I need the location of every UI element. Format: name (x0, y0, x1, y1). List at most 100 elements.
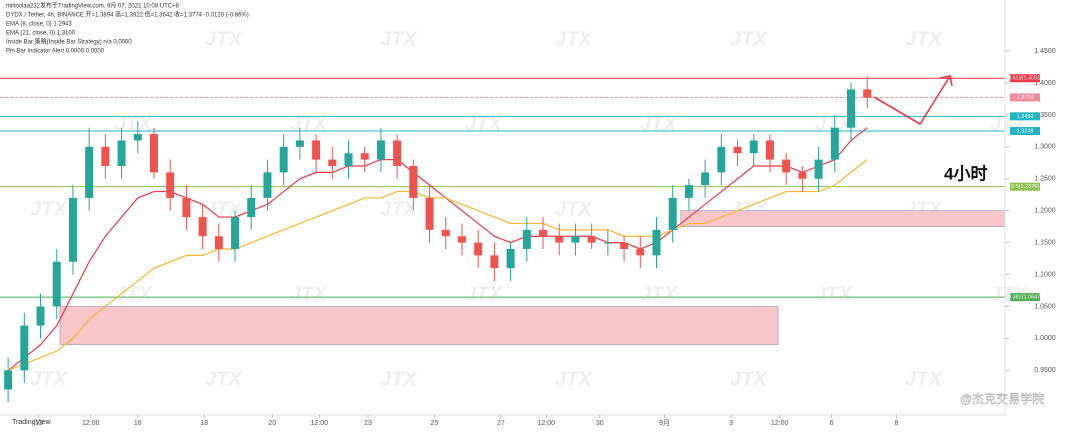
x-tick-label: 12:00 (538, 420, 556, 427)
y-tick-label: 1.2000 (1034, 208, 1056, 215)
x-tick-label: 27 (497, 420, 505, 427)
watermark: JTX (730, 368, 768, 390)
candle-body (133, 134, 142, 141)
candle-body (279, 146, 288, 173)
ema-line (7, 159, 868, 371)
candle-body (684, 185, 693, 198)
candle-body (312, 140, 321, 160)
candle-body (425, 197, 434, 230)
header-line: Inside Bar 策略(Inside Bar Strategy) n/a 0… (6, 38, 132, 46)
watermark: JTX (115, 283, 153, 305)
watermark: JTX (465, 283, 503, 305)
candle-body (441, 229, 450, 237)
watermark: JTX (30, 28, 68, 50)
y-tick-label: 1.4500 (1034, 48, 1056, 55)
x-tick-label: 20 (268, 420, 276, 427)
watermark: JTX (380, 28, 418, 50)
watermark: JTX (30, 198, 68, 220)
y-tick-label: 1.1500 (1034, 239, 1056, 246)
level-label: 1.3248 (1017, 128, 1034, 134)
candle-body (701, 172, 710, 186)
level-label: 1.3430 (1017, 114, 1034, 120)
footer: TradingView (12, 419, 51, 426)
y-tick-label: 1.0000 (1034, 335, 1056, 342)
x-tick-label: 30 (596, 420, 604, 427)
header-line: EMA (8, close, 0) 1.2943 (6, 22, 72, 28)
candle-body (522, 229, 531, 249)
level-tag (1010, 93, 1040, 102)
watermark: JTX (555, 368, 593, 390)
candle-body (198, 217, 207, 237)
watermark: JTX (115, 113, 153, 135)
candle-body (798, 172, 807, 179)
candle-body (36, 306, 45, 326)
watermark: JTX (205, 368, 243, 390)
header-line: DYDX / Tether, 4h, BINANCE 开=1.3894 高=1.… (6, 11, 249, 19)
candle-body (571, 236, 580, 243)
candle-body (539, 229, 548, 237)
candle-body (182, 197, 191, 218)
level-label: 0.5(1.2376) (1011, 184, 1039, 190)
header: miltoolaa232发布于TradingView.com, 9月 07, 2… (6, 2, 249, 55)
y-tick-label: 1.0500 (1034, 303, 1056, 310)
candle-body (830, 127, 839, 160)
y-tick-label: 1.3000 (1034, 144, 1056, 151)
candle-body (490, 255, 499, 269)
candle-body (847, 89, 856, 128)
level-tag (1010, 182, 1040, 191)
watermark: JTX (380, 198, 418, 220)
annotation: 4小时 (944, 164, 987, 183)
candle-body (603, 242, 612, 244)
candle-body (393, 140, 402, 166)
level-tag (1010, 74, 1040, 83)
x-tick-label: 18 (200, 420, 208, 427)
y-tick-label: 1.3500 (1034, 112, 1056, 119)
watermark: JTX (640, 283, 678, 305)
candle-body (85, 146, 94, 198)
x-tick-label: 3 (729, 420, 733, 427)
level-label: 0.382(1.0647) (1008, 295, 1042, 301)
plot (0, 76, 1006, 403)
watermark: JTX (640, 113, 678, 135)
candle-body (295, 140, 304, 147)
candle-body (149, 134, 158, 173)
ema-line (7, 127, 868, 371)
watermark: JTX (465, 113, 503, 135)
candle-body (765, 140, 774, 160)
credit: @杰克交易学院 (960, 391, 1044, 406)
candle-body (214, 236, 223, 249)
y-tick-label: 1.4000 (1034, 80, 1056, 87)
candle-body (636, 249, 645, 256)
candle-body (328, 159, 337, 166)
candle-body (717, 146, 726, 173)
zone (680, 210, 1006, 227)
watermark: JTX (555, 28, 593, 50)
header-line: Pin Bar Indicator Alert 0.0000 0.0000 (6, 49, 105, 55)
watermark: JTX (905, 28, 943, 50)
level-label: 0.618(1.4051) (1008, 76, 1042, 82)
candle-body (20, 325, 29, 371)
watermark: JTX (205, 28, 243, 50)
x-tick-label: 23 (364, 420, 372, 427)
watermark: JTX (380, 368, 418, 390)
zone (59, 306, 779, 346)
candle-body (166, 172, 175, 198)
header-line: EMA (21, close, 0) 1.3100 (6, 31, 76, 37)
candle-body (782, 159, 791, 173)
candle-body (52, 261, 61, 307)
candle-body (733, 146, 742, 154)
projection-arrow (873, 75, 953, 126)
x-tick-label: 13 (35, 420, 43, 427)
candle-body (474, 242, 483, 256)
candle-body (247, 197, 256, 218)
candle-body (668, 197, 677, 230)
candle-body (620, 242, 629, 249)
x-tick-label: 12:00 (82, 420, 100, 427)
watermark: JTX (815, 113, 853, 135)
candle-body (344, 153, 353, 166)
header-line: miltoolaa232发布于TradingView.com, 9月 07, 2… (6, 2, 180, 10)
x-tick-label: 8 (894, 420, 898, 427)
candle-body (376, 140, 385, 160)
